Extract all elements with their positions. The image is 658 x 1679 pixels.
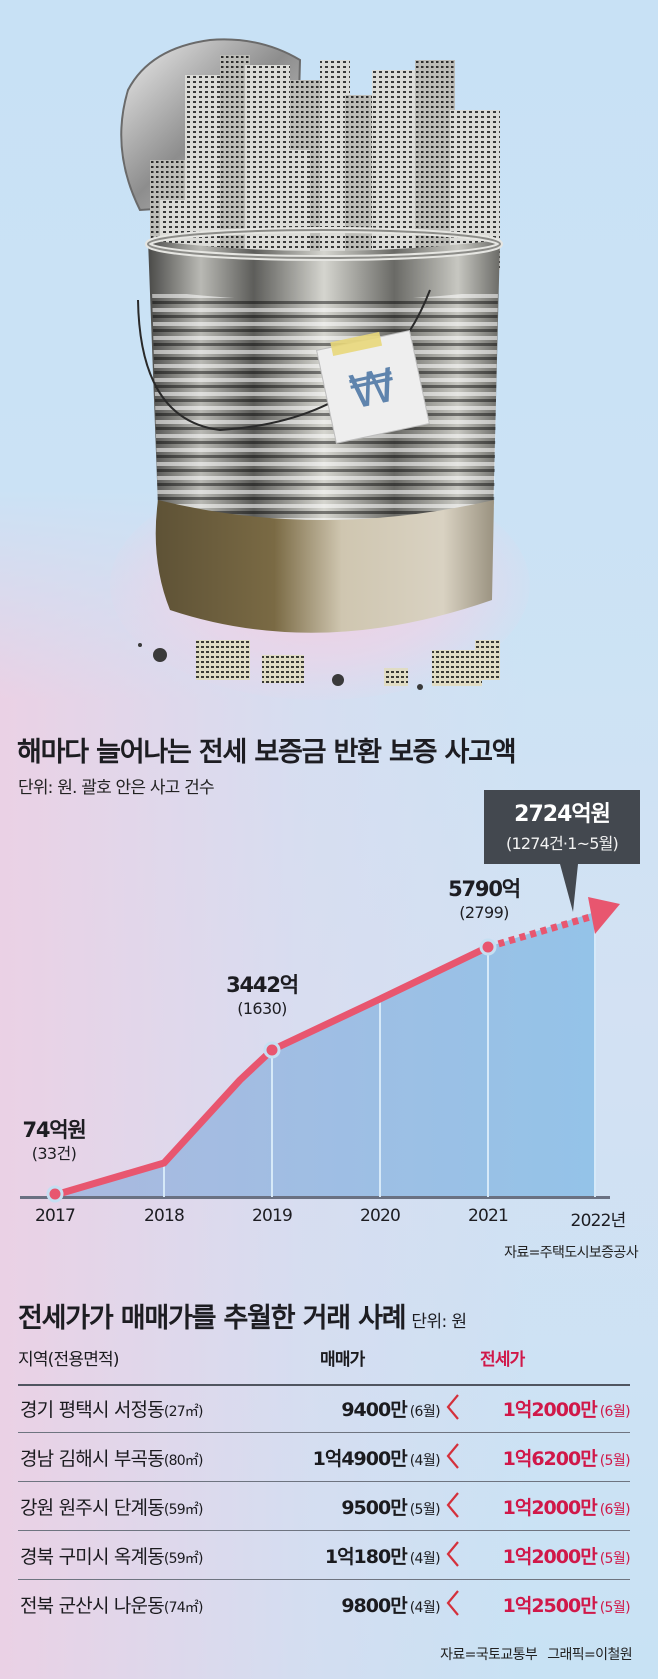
- area-fill: [55, 912, 595, 1197]
- tin-can-illustration: ₩: [120, 38, 503, 690]
- less-than-icon: [446, 1590, 459, 1616]
- chart-source: 자료=주택도시보증공사: [504, 1245, 639, 1261]
- x-tick-2022: 2022년: [570, 1211, 627, 1231]
- data-point-2021: [479, 938, 497, 956]
- header-sale: 매매가: [320, 1350, 365, 1370]
- header-region: 지역(전용면적): [18, 1350, 120, 1370]
- less-than-icon: [446, 1492, 459, 1518]
- data-point-2017: [46, 1185, 64, 1203]
- arrow-head: [588, 897, 620, 934]
- table-title: 전세가가 매매가를 추월한 거래 사례 단위: 원: [18, 1303, 467, 1334]
- table-row: 경북 구미시 옥계동(59㎡) 1억180만 (4월) 1억2000만 (5월): [18, 1531, 631, 1580]
- label-2021: 5790억 (2799): [448, 877, 521, 922]
- table-source: 자료=국토교통부 그래픽=이철원: [440, 1647, 633, 1663]
- table-top-rule: [18, 1384, 630, 1386]
- header-jeonse: 전세가: [480, 1350, 525, 1370]
- label-2017: 74억원 (33건): [22, 1118, 86, 1163]
- chart-title: 해마다 늘어나는 전세 보증금 반환 보증 사고액: [17, 737, 517, 768]
- less-than-icon: [446, 1443, 459, 1469]
- table-row: 경남 김해시 부곡동(80㎡) 1억4900만 (4월) 1억6200만 (5월): [18, 1433, 631, 1482]
- graphic-credit: 그래픽=이철원: [547, 1647, 632, 1663]
- table-unit: 단위: 원: [411, 1312, 467, 1332]
- projection-line: [487, 913, 591, 951]
- table-body: 경기 평택시 서정동(27㎡) 9400만 (6월) 1억2000만 (6월) 경남…: [18, 1384, 631, 1629]
- table-row: 전북 군산시 나운동(74㎡) 9800만 (4월) 1억2500만 (5월): [18, 1580, 631, 1629]
- x-tick-2017: 2017: [34, 1206, 76, 1226]
- won-sign: ₩: [345, 357, 401, 419]
- label-2019: 3442억 (1630): [226, 973, 299, 1018]
- trend-line: [51, 943, 492, 1199]
- less-than-icon: [446, 1541, 459, 1567]
- area-line-chart: [20, 864, 620, 1203]
- table-row: 강원 원주시 단계동(59㎡) 9500만 (5월) 1억2000만 (6월): [18, 1482, 631, 1531]
- callout-sub: (1274건·1~5월): [506, 834, 619, 853]
- callout-2022: 2724억원 (1274건·1~5월): [484, 790, 640, 864]
- x-tick-2018: 2018: [143, 1206, 185, 1226]
- x-tick-2019: 2019: [251, 1206, 293, 1226]
- x-tick-2020: 2020: [359, 1206, 401, 1226]
- x-tick-2021: 2021: [467, 1206, 509, 1226]
- table-header: 지역(전용면적) 매매가 전세가: [0, 1345, 658, 1375]
- chart-unit-note: 단위: 원. 괄호 안은 사고 건수: [18, 778, 215, 798]
- table-row: 경기 평택시 서정동(27㎡) 9400만 (6월) 1억2000만 (6월): [18, 1384, 631, 1433]
- data-point-2019: [263, 1041, 281, 1059]
- callout-value: 2724억원: [514, 802, 611, 827]
- less-than-icon: [446, 1394, 459, 1420]
